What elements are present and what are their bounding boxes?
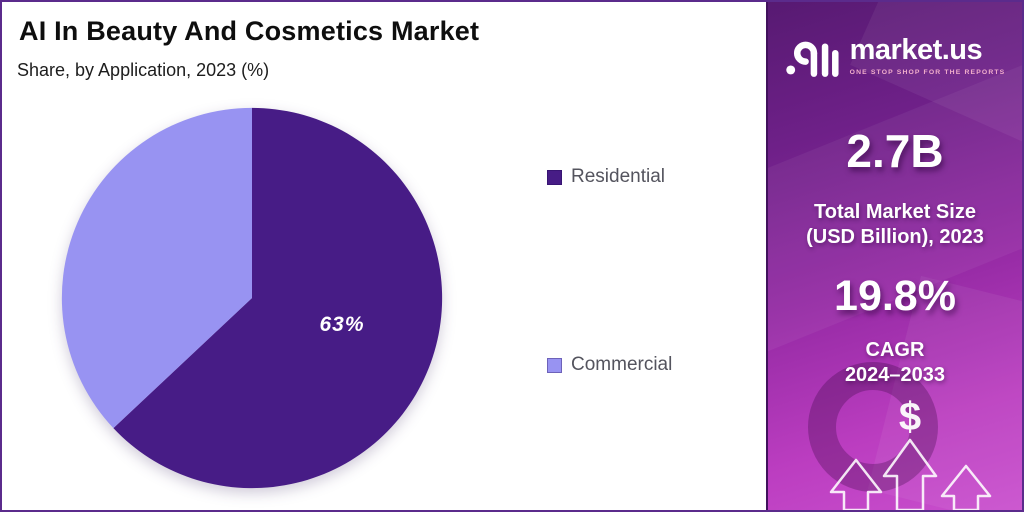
stat-cagr-label: CAGR 2024–2033 xyxy=(768,338,1022,388)
legend-swatch-residential xyxy=(547,169,562,185)
brand-panel: market.us ONE STOP SHOP FOR THE REPORTS … xyxy=(766,2,1022,510)
stat-market-size-label-line1: Total Market Size xyxy=(814,201,976,223)
pie-slice-residential xyxy=(113,107,443,489)
stat-market-size-label-line2: (USD Billion), 2023 xyxy=(806,226,984,248)
pie-chart: 63% xyxy=(57,103,447,493)
legend-label-residential: Residential xyxy=(571,166,665,187)
pie-slice-label: 63% xyxy=(319,313,365,336)
dollar-icon: $ xyxy=(899,395,921,439)
arrow-up-icon xyxy=(940,464,992,510)
legend-swatch-commercial xyxy=(547,357,562,373)
brand-text: market.us ONE STOP SHOP FOR THE REPORTS xyxy=(849,34,1006,77)
pie-chart-svg xyxy=(61,107,443,489)
stat-cagr-label-line2: 2024–2033 xyxy=(844,364,946,386)
stat-cagr-label-line1: CAGR xyxy=(865,339,925,361)
stat-market-size-value: 2.7B xyxy=(846,125,944,177)
growth-arrows-graphic: $ xyxy=(829,395,992,510)
pie-slice-commercial xyxy=(61,107,252,429)
chart-subtitle: Share, by Application, 2023 (%) xyxy=(17,60,270,80)
brand-logo: market.us ONE STOP SHOP FOR THE REPORTS xyxy=(768,30,1022,82)
legend-item-residential: Residential xyxy=(547,166,665,188)
legend-label-commercial: Commercial xyxy=(571,354,673,375)
page-title: AI In Beauty And Cosmetics Market xyxy=(19,16,480,46)
brand-name: market.us xyxy=(849,34,983,66)
arrow-up-icon xyxy=(882,438,938,510)
brand-tagline: ONE STOP SHOP FOR THE REPORTS xyxy=(849,69,1006,76)
legend-item-commercial: Commercial xyxy=(547,354,672,376)
arrow-up-icon xyxy=(829,458,883,510)
stat-cagr-value: 19.8% xyxy=(834,272,956,320)
stat-market-size-label: Total Market Size (USD Billion), 2023 xyxy=(768,200,1022,250)
marketus-logo-icon xyxy=(785,41,839,77)
